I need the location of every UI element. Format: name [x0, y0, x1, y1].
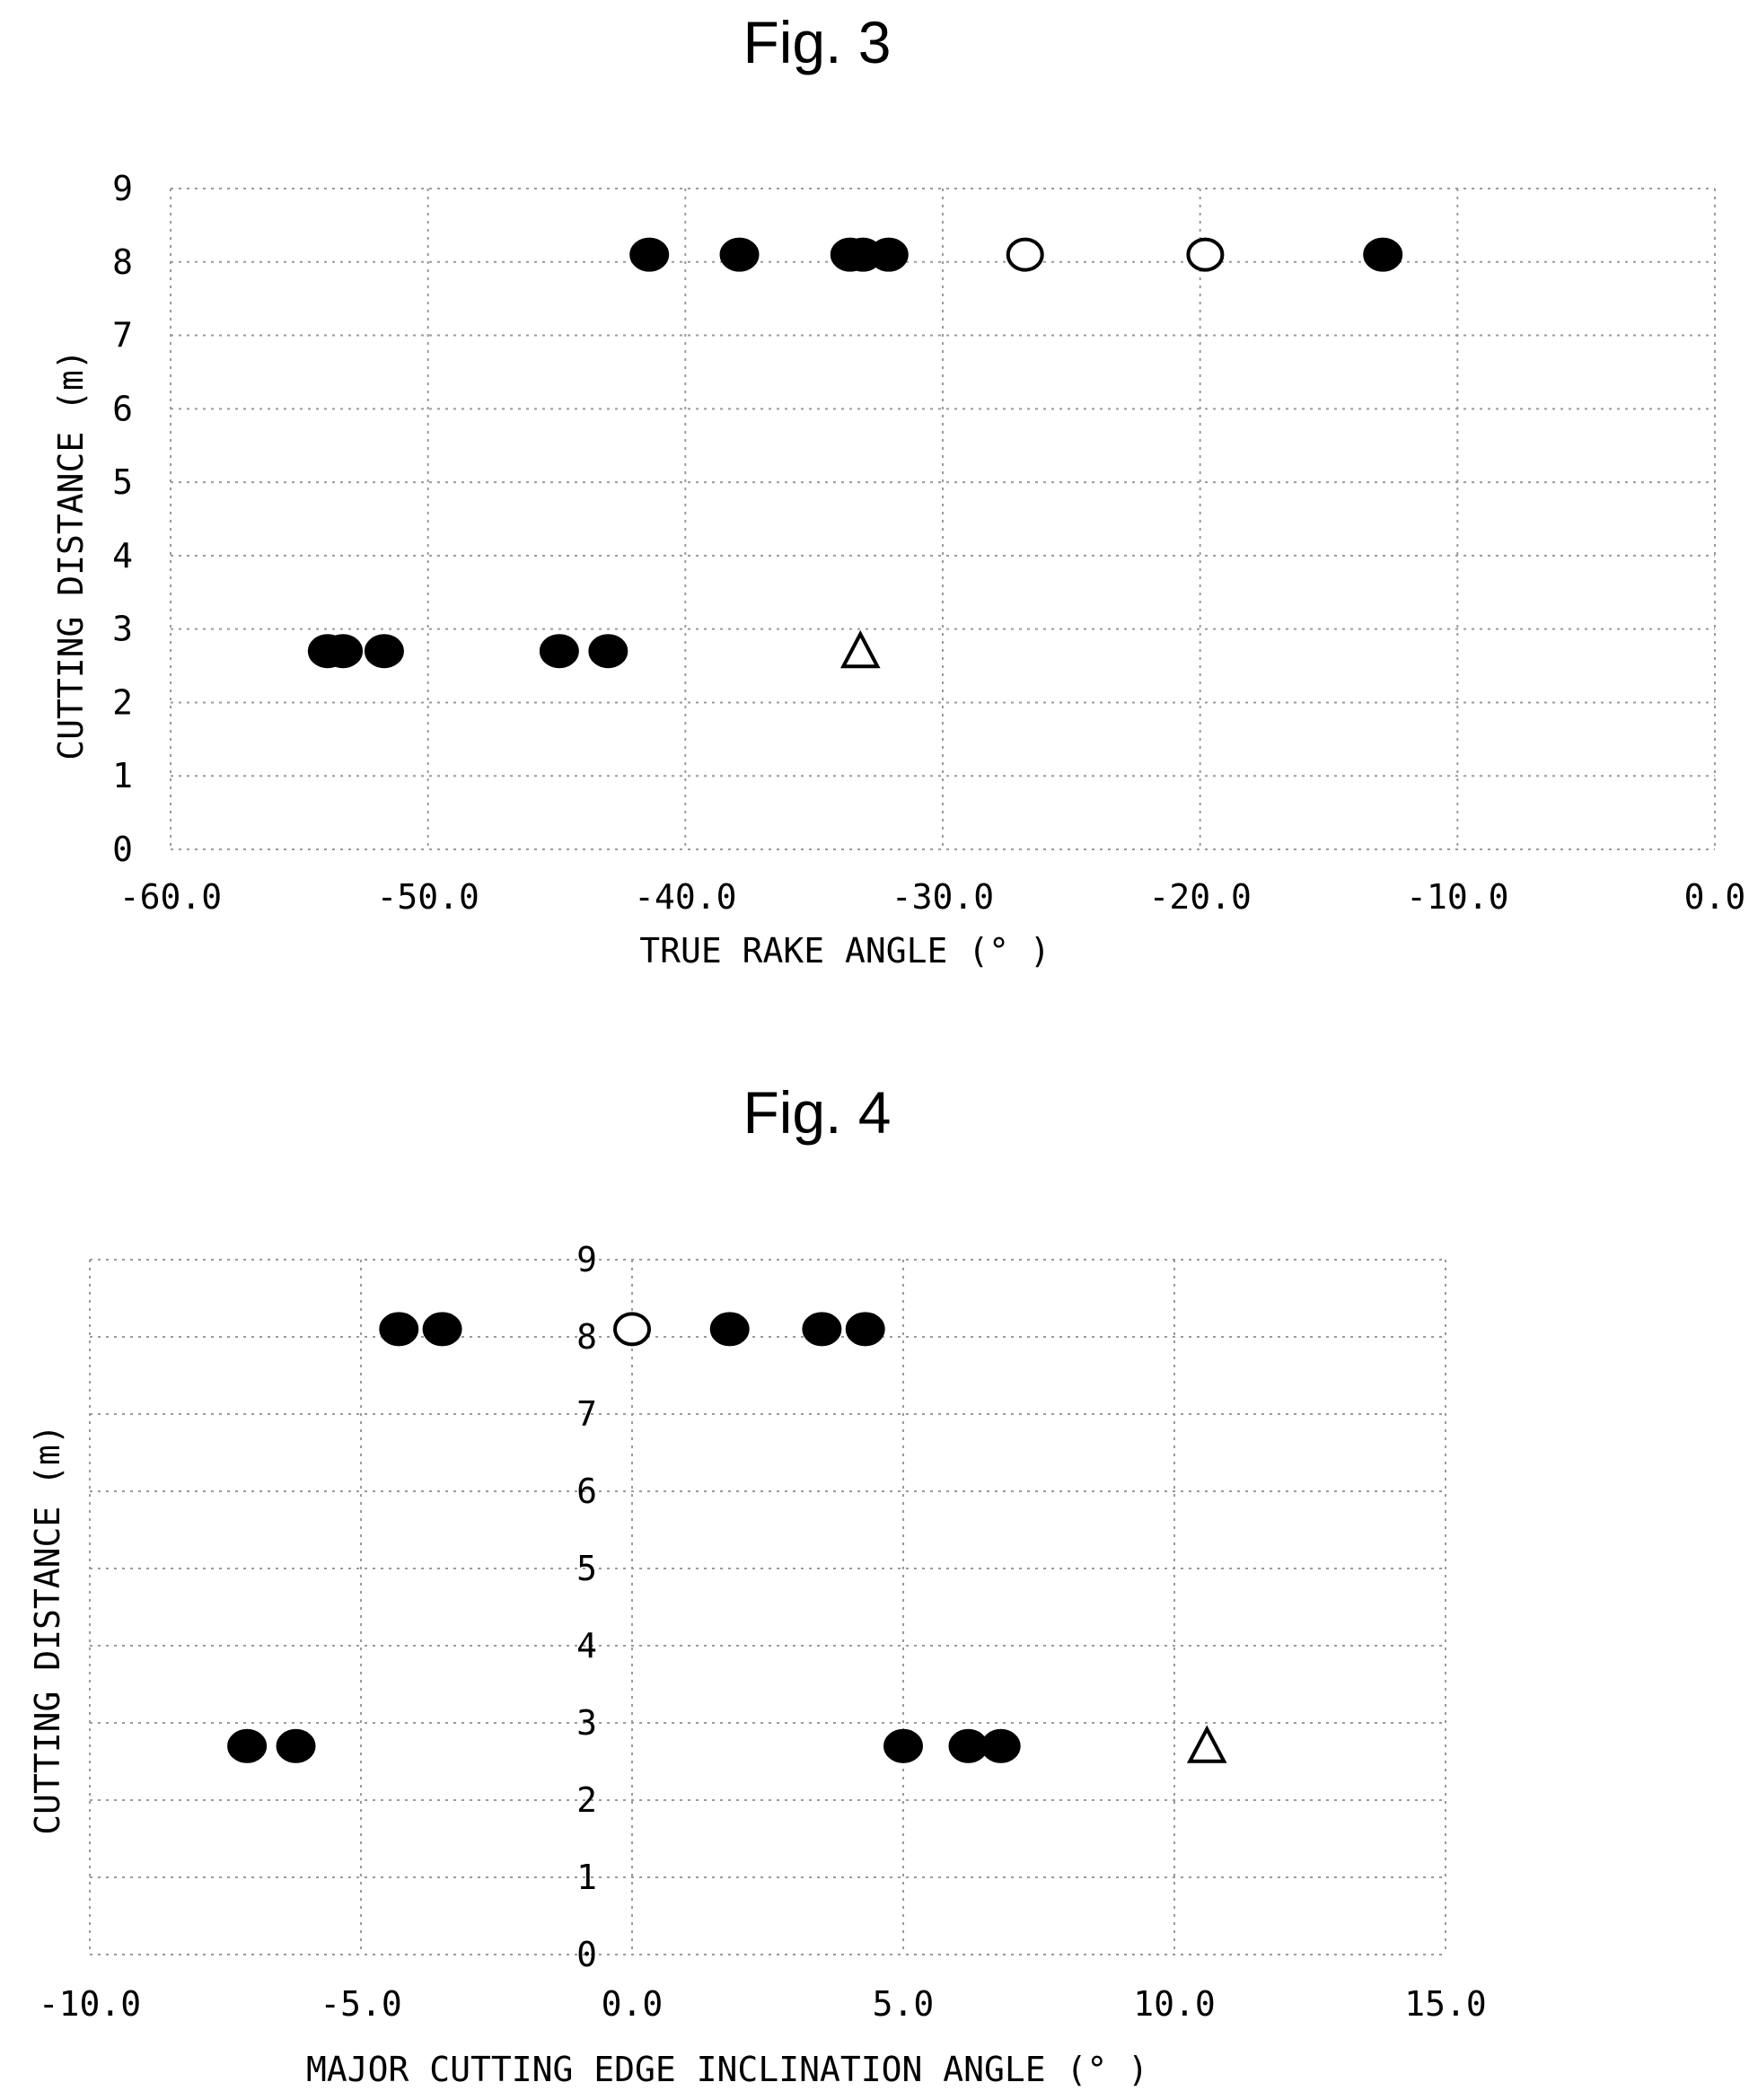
fig3-y-tick-label: 9	[112, 169, 133, 208]
fig3-x-ticks: -60.0 -50.0 -40.0 -30.0 -20.0 -10.0 0.0	[119, 877, 1746, 917]
fig3-y-tick-label: 7	[112, 316, 133, 356]
fig3-y-tick-label: 6	[112, 389, 133, 428]
fig4-x-tick-label: 15.0	[1404, 1984, 1487, 2024]
fig3-y-tick-label: 3	[112, 610, 133, 649]
fig4-y-tick-label: 5	[576, 1549, 597, 1588]
fig3-y-tick-label: 0	[112, 830, 133, 869]
fig3-chart: Fig. 3 -60.0 -50.0 -40.0 -30.0 -20.0 -10.0 0.0…	[51, 9, 1745, 971]
fig3-filled-circle-point	[588, 634, 628, 669]
fig4-grid	[89, 1259, 1446, 1955]
fig3-y-tick-label: 1	[112, 756, 133, 795]
fig3-title: Fig. 3	[743, 9, 891, 75]
fig4-y-tick-label: 1	[576, 1858, 597, 1897]
fig4-filled-circle-point	[802, 1312, 842, 1347]
fig3-x-tick-label: -60.0	[119, 877, 222, 917]
fig4-y-tick-label: 3	[576, 1703, 597, 1743]
fig3-x-tick-label: 0.0	[1684, 877, 1746, 917]
fig3-filled-circle-point	[719, 237, 760, 272]
fig4-x-tick-label: 5.0	[873, 1984, 935, 2024]
fig4-chart: Fig. 4 -10.0 -5.0 0.0 5.0 10.0 15.0 0 1 2 3 4 5 6 7 8…	[28, 1079, 1487, 2089]
fig3-y-ticks: 0 1 2 3 4 5 6 7 8 9	[112, 169, 133, 869]
fig3-open-triangle-point	[839, 629, 881, 669]
fig3-open-circle-point	[1186, 237, 1225, 272]
fig3-y-tick-label: 2	[112, 682, 133, 722]
fig4-y-ticks: 0 1 2 3 4 5 6 7 8 9	[576, 1240, 597, 1974]
fig3-y-tick-label: 5	[112, 462, 133, 502]
fig3-y-tick-label: 4	[112, 536, 133, 576]
fig4-y-axis-label: CUTTING DISTANCE (m)	[28, 1424, 67, 1835]
fig4-filled-circle-point	[980, 1728, 1021, 1763]
fig4-x-tick-label: 0.0	[602, 1984, 664, 2024]
fig4-y-tick-label: 4	[576, 1626, 597, 1665]
fig4-filled-circle-point	[845, 1312, 885, 1347]
fig3-x-tick-label: -30.0	[892, 877, 994, 917]
fig3-filled-circle-point	[868, 237, 909, 272]
fig4-filled-circle-point	[883, 1728, 923, 1763]
fig3-filled-circle-point	[364, 634, 404, 669]
fig4-x-tick-label: 10.0	[1133, 1984, 1216, 2024]
fig3-y-tick-label: 8	[112, 242, 133, 282]
fig3-filled-circle-point	[539, 634, 579, 669]
fig4-x-tick-label: -10.0	[39, 1984, 141, 2024]
fig3-x-tick-label: -10.0	[1406, 877, 1508, 917]
fig4-data-points	[227, 1312, 1227, 1763]
fig4-open-triangle-point	[1186, 1725, 1227, 1763]
fig4-y-tick-label: 0	[576, 1935, 597, 1974]
fig3-filled-circle-point	[1363, 237, 1403, 272]
fig4-x-ticks: -10.0 -5.0 0.0 5.0 10.0 15.0	[39, 1984, 1487, 2024]
fig4-x-axis-label: MAJOR CUTTING EDGE INCLINATION ANGLE (° …	[306, 2050, 1148, 2089]
fig3-open-circle-point	[1006, 237, 1044, 272]
fig4-title: Fig. 4	[743, 1079, 891, 1146]
fig4-y-tick-label: 2	[576, 1780, 597, 1820]
fig4-filled-circle-point	[709, 1312, 750, 1347]
fig4-y-tick-label: 9	[576, 1240, 597, 1279]
fig4-filled-circle-point	[422, 1312, 462, 1347]
fig3-y-axis-label: CUTTING DISTANCE (m)	[51, 349, 91, 760]
fig3-filled-circle-point	[629, 237, 670, 272]
fig4-filled-circle-point	[379, 1312, 419, 1347]
fig3-x-tick-label: -50.0	[376, 877, 479, 917]
fig4-y-tick-label: 6	[576, 1472, 597, 1511]
fig4-open-circle-point	[613, 1312, 651, 1347]
fig3-x-tick-label: -40.0	[634, 877, 736, 917]
fig3-x-tick-label: -20.0	[1148, 877, 1251, 917]
fig3-data-points	[307, 237, 1403, 669]
fig4-y-tick-label: 8	[576, 1317, 597, 1357]
fig3-filled-circle-point	[323, 634, 364, 669]
fig4-x-tick-label: -5.0	[320, 1984, 402, 2024]
fig3-grid	[170, 188, 1716, 850]
fig4-filled-circle-point	[276, 1728, 316, 1763]
fig4-filled-circle-point	[227, 1728, 268, 1763]
fig4-y-tick-label: 7	[576, 1394, 597, 1434]
fig3-x-axis-label: TRUE RAKE ANGLE (° )	[639, 931, 1050, 971]
